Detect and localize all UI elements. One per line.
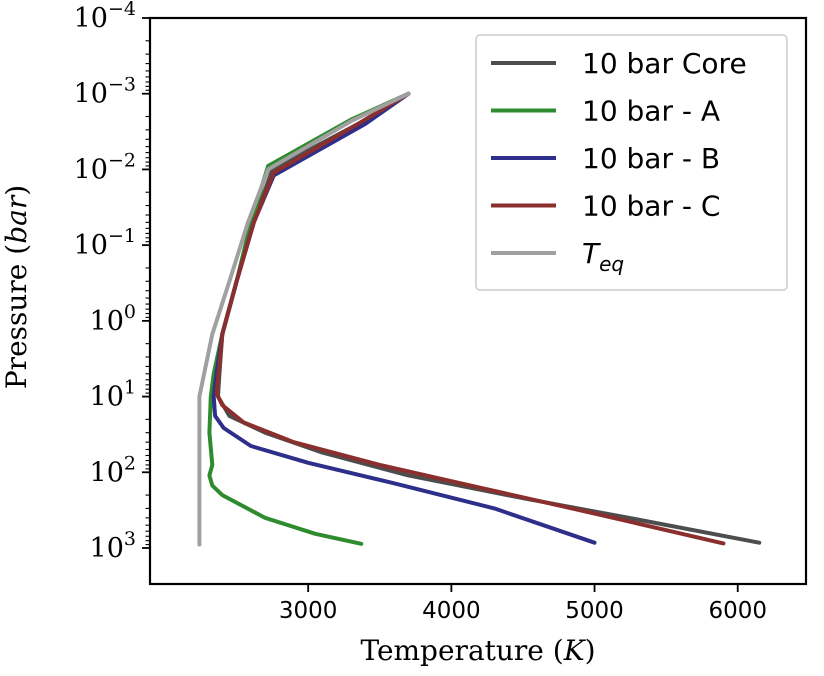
plot-frame — [148, 16, 808, 586]
axis-ticks: 10−4 10−3 10−2 10−1 100 101 102 103 3000 4000 5000… — [74, 0, 767, 624]
legend-box — [475, 34, 788, 291]
y-tick-label: 102 — [90, 452, 136, 488]
y-axis-title: Pressure (bar) — [0, 185, 33, 389]
legend-label: Teq — [582, 237, 624, 276]
y-tick-label: 101 — [90, 377, 136, 413]
y-tick-label: 100 — [90, 301, 136, 337]
x-tick-label: 6000 — [708, 598, 767, 624]
y-tick-label: 10−2 — [74, 149, 136, 185]
y-tick-label: 10−3 — [74, 74, 136, 110]
x-tick-label: 4000 — [422, 598, 481, 624]
legend-label: 10 bar Core — [582, 47, 747, 80]
x-tick-label: 5000 — [565, 598, 624, 624]
legend-label: 10 bar - A — [582, 95, 720, 128]
series-line — [207, 91, 411, 546]
legend-label: 10 bar - C — [582, 190, 720, 223]
series-lines — [197, 91, 762, 547]
series-line — [197, 91, 411, 547]
x-axis-title: Temperature (K) — [360, 634, 595, 667]
y-tick-label: 103 — [90, 528, 136, 564]
y-tick-label: 10−4 — [74, 0, 136, 34]
legend: 10 bar Core 10 bar - A 10 bar - B 10 bar - … — [475, 34, 788, 291]
y-tick-label: 10−1 — [74, 225, 136, 261]
legend-label: 10 bar - B — [582, 142, 720, 175]
x-tick-label: 3000 — [279, 598, 338, 624]
series-line — [214, 91, 726, 546]
